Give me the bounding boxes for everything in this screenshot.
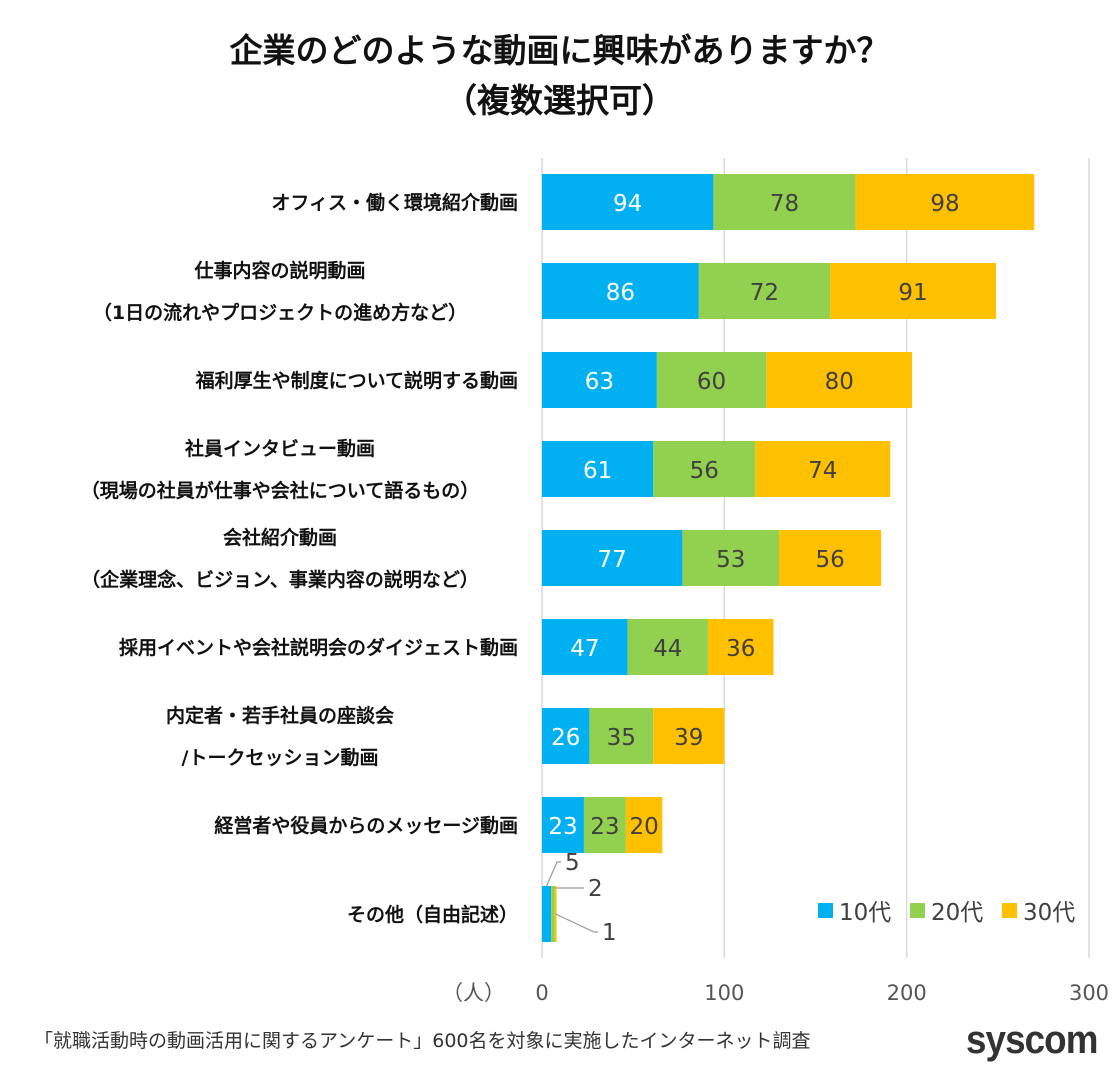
category-label: （現場の社員が仕事や会社について語るもの） <box>81 479 479 502</box>
bar-segment-10代 <box>542 263 699 319</box>
category-label: オフィス・働く環境紹介動画 <box>271 191 518 214</box>
category-label: 採用イベントや会社説明会のダイジェスト動画 <box>119 636 518 659</box>
data-label: 91 <box>898 280 927 306</box>
data-label: 44 <box>653 636 682 662</box>
leader-line <box>555 913 598 933</box>
category-label: 社員インタビュー動画 <box>184 437 375 460</box>
bar-segment-20代 <box>713 174 856 230</box>
x-tick-label: 0 <box>535 981 548 1005</box>
category-label: 仕事内容の説明動画 <box>193 259 365 282</box>
data-label: 74 <box>808 458 837 484</box>
data-label: 98 <box>930 191 959 217</box>
legend-label: 10代 <box>839 900 891 926</box>
bar-segment-20代 <box>698 263 831 319</box>
bar-segment-20代 <box>627 619 708 675</box>
bar-segment-30代 <box>766 352 913 408</box>
category-label: 経営者や役員からのメッセージ動画 <box>214 814 518 837</box>
data-label: 63 <box>585 369 614 395</box>
legend-swatch-20代 <box>910 903 925 918</box>
bar-segment-20代 <box>583 797 626 853</box>
data-label: 47 <box>570 636 599 662</box>
data-label: 56 <box>690 458 719 484</box>
data-label: 56 <box>815 547 844 573</box>
category-label: 福利厚生や制度について説明する動画 <box>195 369 518 392</box>
category-label: 内定者・若手社員の座談会 <box>166 704 394 727</box>
bar-segment-20代 <box>656 352 767 408</box>
data-label: 23 <box>548 814 577 840</box>
data-label: 35 <box>607 725 636 751</box>
syscom-logo: syscom <box>966 1018 1098 1062</box>
bar-segment-10代 <box>542 174 714 230</box>
legend-label: 30代 <box>1023 900 1075 926</box>
category-label: （1日の流れやプロジェクトの進め方など） <box>93 301 467 324</box>
data-label: 53 <box>716 547 745 573</box>
bar-segment-30代 <box>755 441 891 497</box>
bar-segment-20代 <box>551 886 555 942</box>
legend-swatch-30代 <box>1002 903 1017 918</box>
x-axis-label: （人） <box>442 981 505 1005</box>
bar-segment-10代 <box>542 797 584 853</box>
category-label: /トークセッション動画 <box>182 747 379 769</box>
category-label: その他（自由記述） <box>347 903 518 926</box>
legend-label: 20代 <box>931 900 983 926</box>
x-tick-label: 300 <box>1069 981 1109 1005</box>
leader-line <box>546 861 561 887</box>
bar-segment-30代 <box>554 886 557 942</box>
data-label: 5 <box>565 850 580 876</box>
bar-segment-10代 <box>542 441 654 497</box>
bar-segment-10代 <box>542 619 628 675</box>
data-label: 39 <box>674 725 703 751</box>
data-label: 2 <box>588 876 603 902</box>
data-label: 20 <box>629 814 658 840</box>
bar-segment-30代 <box>855 174 1035 230</box>
data-label: 86 <box>606 280 635 306</box>
bar-segment-10代 <box>542 886 552 942</box>
bar-segment-20代 <box>653 441 756 497</box>
chart-subtitle: （複数選択可） <box>444 81 675 120</box>
data-label: 80 <box>825 369 854 395</box>
x-tick-label: 100 <box>704 981 744 1005</box>
data-label: 26 <box>551 725 580 751</box>
bar-segment-30代 <box>653 708 725 764</box>
category-label: （企業理念、ビジョン、事業内容の説明など） <box>81 568 479 591</box>
legend-swatch-10代 <box>818 903 833 918</box>
data-label: 78 <box>770 191 799 217</box>
data-label: 61 <box>583 458 612 484</box>
bar-segment-30代 <box>779 530 882 586</box>
data-label: 23 <box>590 814 619 840</box>
x-tick-label: 200 <box>887 981 927 1005</box>
footnote: 「就職活動時の動画活用に関するアンケート」600名を対象に実施したインターネット… <box>34 1030 811 1052</box>
bar-segment-10代 <box>542 708 590 764</box>
bar-segment-10代 <box>542 530 683 586</box>
chart-title: 企業のどのような動画に興味がありますか？ <box>229 31 890 70</box>
data-label: 60 <box>697 369 726 395</box>
data-label: 72 <box>750 280 779 306</box>
bar-segment-30代 <box>830 263 997 319</box>
data-label: 1 <box>602 920 617 946</box>
data-label: 94 <box>613 191 642 217</box>
bar-segment-10代 <box>542 352 657 408</box>
bar-segment-30代 <box>707 619 774 675</box>
data-label: 36 <box>726 636 755 662</box>
bar-segment-20代 <box>682 530 780 586</box>
data-label: 77 <box>598 547 627 573</box>
bar-segment-20代 <box>589 708 654 764</box>
bar-segment-30代 <box>625 797 663 853</box>
category-label: 会社紹介動画 <box>223 526 337 549</box>
